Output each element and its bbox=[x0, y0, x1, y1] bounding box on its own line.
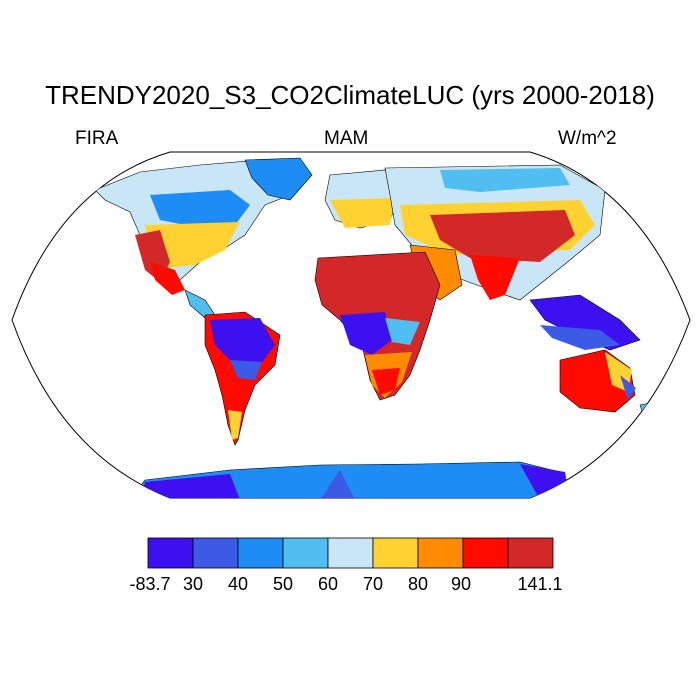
usa-yellow-band bbox=[145, 222, 240, 268]
mexico-hot bbox=[150, 262, 185, 295]
colorbar-tick-label: 141.1 bbox=[517, 574, 563, 594]
map-title: TRENDY2020_S3_CO2ClimateLUC (yrs 2000-20… bbox=[45, 80, 655, 110]
colorbar-swatch bbox=[147, 537, 194, 569]
east-africa-blue bbox=[385, 318, 420, 345]
central-asia-hot bbox=[430, 210, 575, 262]
colorbar-tick-label: 60 bbox=[317, 574, 339, 594]
colorbar-tick-label: 50 bbox=[272, 574, 294, 594]
season-label: MAM bbox=[324, 128, 369, 149]
colorbar-tick-label: 90 bbox=[450, 574, 472, 594]
antarctica-wedge bbox=[320, 470, 355, 498]
southeast-asia-land bbox=[529, 294, 641, 351]
antarctica-west-deep bbox=[140, 474, 240, 498]
colorbar-swatch bbox=[417, 537, 464, 569]
colorbar-tick-label: 40 bbox=[227, 574, 249, 594]
patagonia-yellow bbox=[228, 410, 242, 440]
colorbar-swatch bbox=[282, 537, 329, 569]
colorbar-tick-label: -83.7 bbox=[129, 574, 171, 594]
colorbar-swatch bbox=[327, 537, 374, 569]
siberia-blue bbox=[440, 168, 570, 192]
colorbar-swatch bbox=[237, 537, 284, 569]
indonesia-islands bbox=[540, 325, 620, 350]
canada-mid-band bbox=[150, 190, 250, 228]
variable-label: FIRA bbox=[75, 128, 119, 149]
colorbar-swatch bbox=[507, 537, 554, 569]
colorbar bbox=[147, 537, 554, 569]
australia-east-blue bbox=[620, 375, 636, 400]
colorbar-labels: -83.7 30 40 50 60 70 80 90 141.1 bbox=[0, 574, 700, 598]
europe-yellow bbox=[330, 198, 395, 228]
colorbar-tick-label: 70 bbox=[362, 574, 384, 594]
colorbar-swatch bbox=[462, 537, 509, 569]
colorbar-tick-label: 80 bbox=[407, 574, 429, 594]
units-label: W/m^2 bbox=[558, 128, 617, 149]
colorbar-tick-label: 30 bbox=[182, 574, 204, 594]
colorbar-swatch bbox=[372, 537, 419, 569]
colorbar-swatch bbox=[192, 537, 239, 569]
amazon-cool bbox=[210, 318, 275, 365]
india-hot bbox=[470, 255, 520, 300]
southern-africa-red bbox=[372, 368, 400, 395]
congo-cool bbox=[340, 312, 392, 355]
greenland-land bbox=[244, 157, 313, 201]
antarctica-land bbox=[129, 461, 571, 498]
amazon-edge bbox=[230, 360, 262, 380]
